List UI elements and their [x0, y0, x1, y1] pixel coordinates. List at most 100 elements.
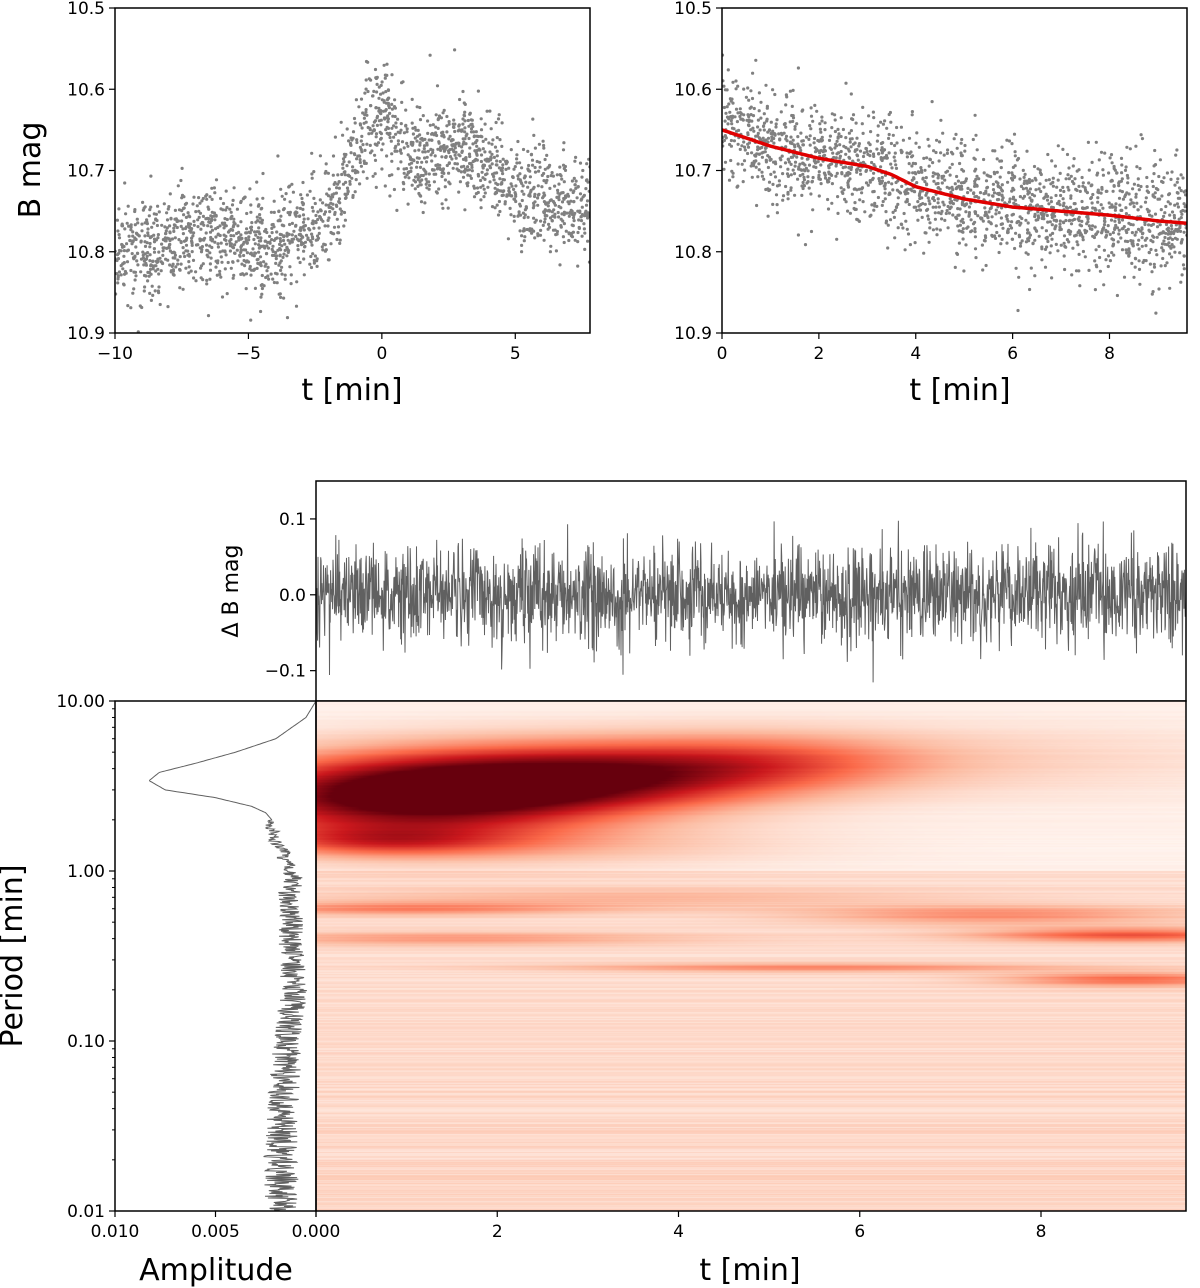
data-point	[1047, 202, 1051, 206]
data-point	[785, 95, 789, 99]
data-point	[820, 119, 824, 123]
data-point	[889, 141, 894, 146]
data-point	[543, 167, 547, 171]
data-point	[1050, 223, 1054, 227]
data-point	[488, 150, 492, 154]
data-point	[531, 163, 535, 167]
data-point	[448, 182, 452, 186]
data-point	[283, 197, 287, 201]
data-point	[219, 196, 223, 201]
data-point	[560, 177, 564, 181]
data-point	[143, 234, 147, 238]
data-point	[928, 158, 933, 162]
data-point	[374, 106, 378, 110]
data-point	[836, 195, 840, 199]
data-point	[145, 254, 149, 258]
data-point	[945, 151, 950, 155]
data-point	[957, 241, 962, 245]
data-point	[975, 184, 979, 188]
data-point	[1056, 144, 1060, 148]
data-point	[927, 240, 931, 244]
data-point	[749, 105, 753, 109]
data-point	[491, 138, 495, 142]
data-point	[1072, 217, 1077, 221]
data-point	[918, 208, 923, 212]
data-point	[540, 185, 544, 189]
data-point	[566, 192, 570, 196]
data-point	[857, 142, 862, 146]
data-point	[1050, 159, 1054, 163]
data-point	[791, 116, 796, 120]
data-point	[1062, 189, 1066, 194]
data-point	[1125, 251, 1129, 255]
data-point	[1033, 274, 1037, 278]
data-point	[343, 196, 348, 200]
data-point	[1172, 245, 1176, 249]
data-point	[320, 245, 324, 249]
data-point	[1028, 233, 1032, 237]
data-point	[532, 229, 536, 233]
data-point	[803, 243, 808, 247]
data-point	[1125, 145, 1129, 149]
data-point	[528, 181, 532, 185]
data-point	[520, 250, 524, 254]
data-point	[548, 216, 553, 220]
data-point	[493, 206, 497, 210]
data-point	[961, 169, 966, 173]
data-point	[1067, 188, 1071, 192]
data-point	[1011, 212, 1016, 216]
data-point	[210, 186, 214, 190]
data-point	[808, 134, 812, 138]
data-point	[990, 233, 994, 237]
data-point	[747, 118, 751, 122]
data-point	[1000, 188, 1004, 192]
data-point	[459, 170, 463, 174]
data-point	[369, 104, 373, 108]
data-point	[247, 230, 251, 234]
data-point	[995, 170, 999, 174]
data-point	[250, 221, 254, 225]
data-point	[890, 182, 894, 186]
data-point	[789, 162, 793, 166]
data-point	[736, 162, 740, 166]
data-point	[1173, 183, 1177, 187]
data-point	[516, 139, 520, 144]
data-point	[419, 137, 423, 141]
data-point	[954, 132, 958, 136]
data-point	[953, 265, 957, 269]
data-point	[746, 151, 750, 156]
data-point	[125, 242, 129, 246]
data-point	[1133, 233, 1137, 237]
data-point	[1000, 183, 1004, 187]
data-point	[1051, 176, 1055, 180]
data-point	[1027, 177, 1031, 182]
data-point	[223, 250, 227, 254]
data-point	[208, 277, 212, 281]
data-point	[939, 118, 943, 122]
data-point	[468, 146, 472, 150]
data-point	[796, 233, 801, 237]
data-point	[973, 227, 977, 231]
data-point	[279, 259, 283, 263]
data-point	[495, 163, 499, 167]
data-point	[372, 120, 376, 124]
data-point	[174, 265, 178, 269]
data-point	[823, 128, 827, 132]
data-point	[1045, 213, 1049, 218]
data-point	[160, 261, 164, 265]
data-point	[1181, 176, 1185, 180]
data-point	[533, 170, 538, 174]
data-point	[1078, 189, 1082, 193]
data-point	[1162, 214, 1166, 218]
data-point	[1050, 276, 1054, 280]
data-point	[310, 243, 314, 247]
data-point	[1037, 234, 1041, 238]
data-point	[495, 154, 499, 158]
data-point	[434, 190, 438, 194]
data-point	[405, 141, 409, 145]
data-point	[742, 140, 746, 144]
data-point	[850, 192, 854, 196]
data-point	[1011, 197, 1015, 201]
data-point	[580, 205, 584, 209]
data-point	[133, 236, 137, 240]
